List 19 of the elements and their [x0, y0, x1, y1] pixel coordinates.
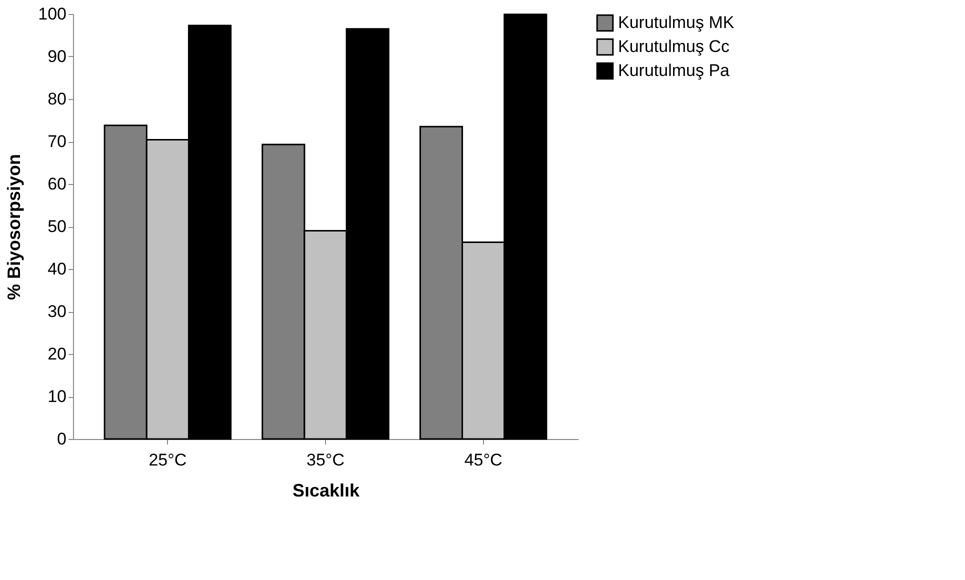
- y-tick-label: 100: [38, 4, 66, 24]
- legend-label: Kurutulmuş MK: [618, 13, 735, 32]
- legend-label: Kurutulmuş Cc: [618, 37, 730, 56]
- y-tick-label: 50: [48, 217, 66, 236]
- y-tick-label: 80: [48, 90, 66, 108]
- y-tick-label: 20: [48, 344, 66, 364]
- y-tick-label: 30: [48, 302, 66, 321]
- x-tick-label: 45°C: [464, 450, 502, 470]
- y-tick-label: 40: [48, 260, 66, 278]
- legend-label: Kurutulmuş Pa: [618, 61, 730, 80]
- x-tick-label: 25°C: [148, 450, 187, 470]
- x-axis-title: Sıcaklık: [292, 480, 361, 500]
- x-tick-label: 35°C: [306, 450, 344, 470]
- y-tick-label: 60: [48, 174, 66, 194]
- y-axis-title: % Biyosorpsiyon: [4, 154, 24, 300]
- y-tick-label: 0: [57, 430, 66, 448]
- y-tick-label: 70: [48, 132, 66, 151]
- y-tick-label: 90: [48, 47, 66, 66]
- y-tick-label: 10: [48, 387, 66, 406]
